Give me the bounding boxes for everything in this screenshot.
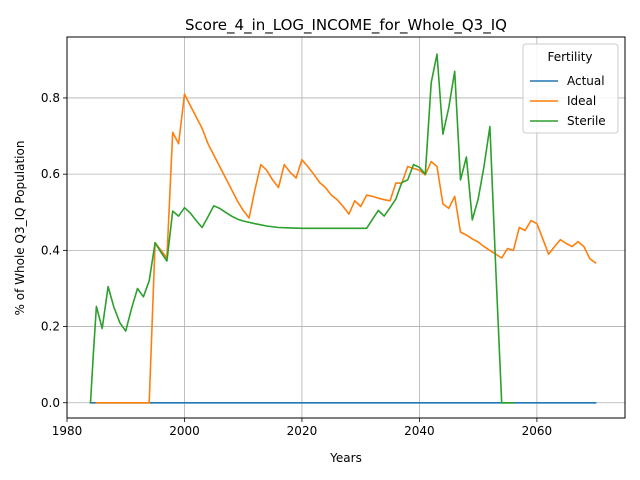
x-axis-label: Years <box>329 451 362 465</box>
x-tick-label: 2000 <box>169 424 200 438</box>
y-tick-label: 0.8 <box>41 91 60 105</box>
legend-title: Fertility <box>547 50 592 64</box>
legend-items: Actual Ideal Sterile <box>530 74 606 128</box>
y-tick-label: 0.6 <box>41 167 60 181</box>
x-tick-label: 2020 <box>287 424 318 438</box>
y-axis-label: % of Whole Q3_IQ Population <box>13 141 27 316</box>
legend-label-sterile: Sterile <box>567 114 606 128</box>
legend: Fertility Actual Ideal Sterile <box>522 43 619 134</box>
chart-title: Score_4_in_LOG_INCOME_for_Whole_Q3_IQ <box>185 16 507 35</box>
legend-label-actual: Actual <box>567 74 605 88</box>
series-lines <box>89 53 597 404</box>
y-axis: 0.0 0.2 0.4 0.6 0.8 <box>41 91 67 410</box>
series-line-ideal <box>95 93 597 404</box>
legend-box <box>522 43 619 134</box>
x-tick-label: 1980 <box>52 424 83 438</box>
plot-frame <box>66 36 626 419</box>
legend-label-ideal: Ideal <box>567 94 596 108</box>
x-tick-label: 2040 <box>404 424 435 438</box>
y-tick-label: 0.0 <box>41 396 60 410</box>
y-tick-label: 0.2 <box>41 320 60 334</box>
y-tick-label: 0.4 <box>41 243 60 257</box>
x-axis: 1980 2000 2020 2040 2060 <box>52 418 552 438</box>
x-tick-label: 2060 <box>522 424 553 438</box>
series-line-sterile <box>89 53 515 404</box>
